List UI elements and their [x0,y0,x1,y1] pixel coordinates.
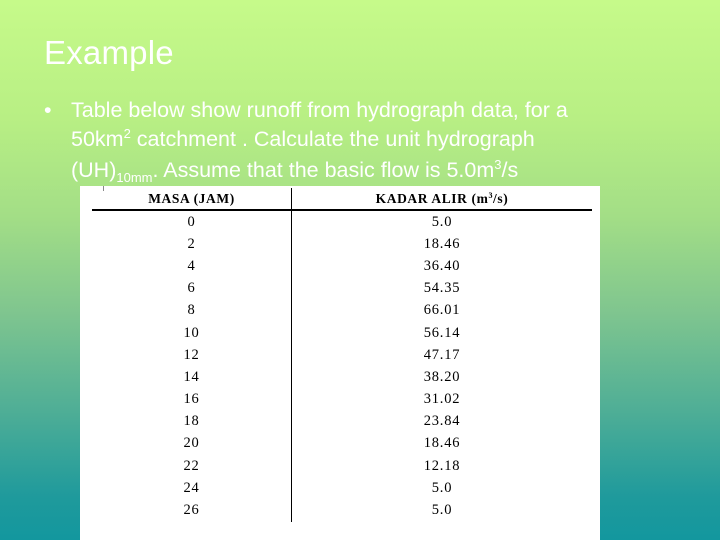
cell-flow: 66.01 [423,302,461,319]
cell-flow: 23.84 [423,413,461,430]
uh-subscript: 10mm [116,170,153,185]
cell-flow: 12.18 [423,457,461,474]
table-row: 26 5.0 [92,499,592,522]
table-row: 24 5.0 [92,477,592,500]
cell-flow: 5.0 [431,213,453,230]
cell-time: 18 [92,410,292,433]
table-header-row: MASA (JAM) KADAR ALIR (m3/s) [92,188,592,211]
cell-flow: 47.17 [423,346,461,363]
cell-time: 16 [92,388,292,411]
bullet-line-3: (UH)10mm. Assume that the basic flow is … [71,156,671,188]
header-flow-unit: /s) [493,190,509,206]
header-flow: KADAR ALIR (m3/s) [291,188,592,211]
runoff-table: MASA (JAM) KADAR ALIR (m3/s) 0 5.0 2 18.46… [92,188,592,522]
bullet-line-3-end: /s [501,158,519,182]
cell-flow: 18.46 [423,435,461,452]
table-row: 18 23.84 [92,410,592,433]
table-row: 6 54.35 [92,277,592,300]
bullet-line-1: Table below show runoff from hydrograph … [71,98,568,122]
table-row: 20 18.46 [92,432,592,456]
cell-time: 26 [92,499,292,522]
table-row: 10 56.14 [92,321,592,345]
area-value: 50km [71,126,124,151]
cell-time: 8 [92,299,292,322]
cell-time: 20 [92,432,292,456]
header-time: MASA (JAM) [92,188,292,211]
cell-time: 24 [92,477,292,500]
flow-exponent: 3 [494,157,502,172]
table-row: 8 66.01 [92,299,592,322]
header-flow-label: KADAR ALIR (m [375,190,489,206]
table-row: 4 36.40 [92,255,592,278]
area-exponent: 2 [123,125,131,141]
runoff-table-image: MASA (JAM) KADAR ALIR (m3/s) 0 5.0 2 18.46… [80,186,600,540]
cell-time: 22 [92,455,292,478]
cell-flow: 5.0 [431,479,453,496]
cell-flow: 54.35 [423,280,461,297]
uh-label: (UH) [71,158,117,182]
cell-flow: 36.40 [423,257,461,274]
bullet-line-3-mid: . Assume that the basic flow is 5.0m [152,158,495,182]
bullet-line-2-rest: catchment . Calculate the unit hydrograp… [130,126,535,151]
bullet-text: Table below show runoff from hydrograph … [71,96,671,188]
cell-flow: 38.20 [423,368,461,385]
cell-flow: 31.02 [423,391,461,408]
cell-time: 2 [92,233,292,256]
cell-time: 10 [92,321,292,345]
cell-time: 14 [92,366,292,389]
cell-flow: 5.0 [431,502,453,519]
bullet-line-2: 50km2 catchment . Calculate the unit hyd… [71,125,671,157]
cell-time: 6 [92,277,292,300]
table-row: 14 38.20 [92,366,592,389]
cell-flow: 18.46 [423,235,461,252]
header-flow-exponent: 3 [488,190,494,200]
cell-time: 4 [92,255,292,278]
bullet-symbol: • [44,98,52,122]
table-row: 22 12.18 [92,455,592,478]
cell-time: 0 [92,210,292,234]
table-row: 0 5.0 [92,210,592,234]
table-row: 12 47.17 [92,344,592,367]
cell-time: 12 [92,344,292,367]
table-row: 2 18.46 [92,233,592,256]
table-row: 16 31.02 [92,388,592,411]
cell-flow: 56.14 [423,324,461,341]
slide-title: Example [44,34,174,71]
